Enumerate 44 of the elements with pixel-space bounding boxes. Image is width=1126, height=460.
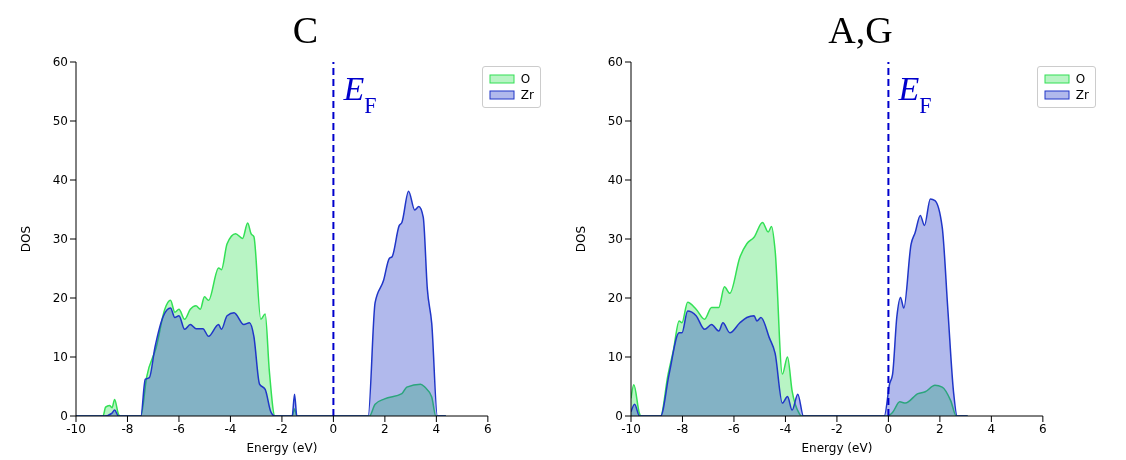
x-tick-label: -8 — [121, 421, 134, 436]
x-tick-label: -6 — [727, 421, 740, 436]
x-tick-label: -2 — [275, 421, 288, 436]
x-tick-label: 4 — [432, 421, 441, 436]
y-tick-label: 60 — [52, 55, 68, 70]
x-tick-label: 4 — [987, 421, 996, 436]
x-tick-label: -6 — [172, 421, 185, 436]
x-tick-label: -2 — [830, 421, 843, 436]
legend-label: Zr — [520, 88, 534, 102]
x-tick-label: -8 — [676, 421, 689, 436]
y-tick-label: 10 — [52, 350, 68, 365]
y-tick-label: 0 — [60, 409, 68, 424]
y-tick-label: 60 — [607, 55, 623, 70]
y-tick-label: 30 — [607, 232, 623, 247]
y-tick-label: 10 — [607, 350, 623, 365]
ref-line-label: E$_{F}$ — [342, 70, 377, 118]
x-tick-label: 0 — [329, 421, 338, 436]
x-tick-label: 2 — [936, 421, 944, 436]
legend-label: Zr — [1075, 88, 1089, 102]
y-tick-label: 20 — [607, 291, 623, 306]
y-tick-label: 40 — [607, 173, 623, 188]
x-tick-label: -10 — [66, 421, 86, 436]
y-axis-title: DOS — [574, 225, 589, 253]
y-tick-label: 50 — [607, 114, 623, 129]
x-tick-label: 6 — [484, 421, 492, 436]
y-tick-label: 0 — [615, 409, 623, 424]
chart-title: A,G — [827, 8, 894, 53]
x-tick-label: 2 — [381, 421, 389, 436]
chart-title: C — [291, 8, 320, 53]
x-tick-label: 0 — [884, 421, 893, 436]
y-tick-label: 40 — [52, 173, 68, 188]
legend-label: O — [520, 72, 531, 86]
y-tick-label: 20 — [52, 291, 68, 306]
x-tick-label: -4 — [224, 421, 237, 436]
y-axis-title: DOS — [19, 225, 34, 253]
x-tick-label: 6 — [1039, 421, 1047, 436]
y-tick-label: 30 — [52, 232, 68, 247]
x-axis-title: Energy (eV) — [246, 441, 318, 455]
legend-label: O — [1075, 72, 1086, 86]
ref-line-label: E$_{F}$ — [897, 70, 932, 118]
x-tick-label: -4 — [779, 421, 792, 436]
x-tick-label: -10 — [621, 421, 641, 436]
y-tick-label: 50 — [52, 114, 68, 129]
x-axis-title: Energy (eV) — [801, 441, 873, 455]
